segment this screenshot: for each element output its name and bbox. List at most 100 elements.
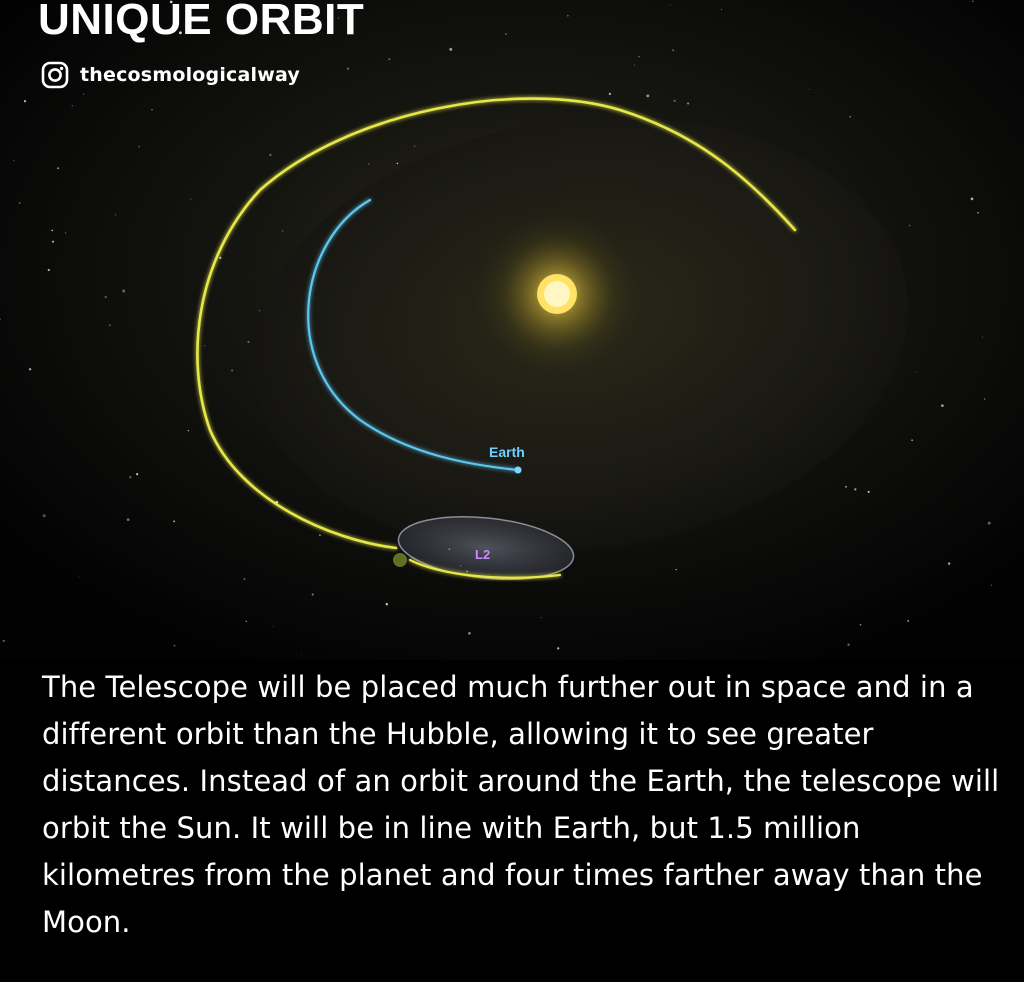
star [135,7,139,10]
page-title: UNIQUE ORBIT [38,0,365,44]
star [859,623,862,626]
star [907,620,910,622]
star [272,626,274,627]
star [646,94,650,98]
star [128,475,132,479]
star [83,93,85,95]
star [673,99,676,103]
star [122,289,126,293]
l2-halo-orbit [397,516,575,580]
star [983,398,986,400]
star [169,0,173,4]
orbit-diagram: Earth L2 [0,0,1024,660]
star [638,55,640,58]
star [854,488,857,491]
star [849,116,851,118]
star [396,162,399,165]
star [311,593,314,596]
star [808,88,811,91]
star [13,160,15,162]
star [259,310,261,312]
star [245,620,247,623]
star [187,430,189,432]
star [468,632,471,635]
star [108,324,111,327]
star [867,490,870,493]
l2-label: L2 [475,547,490,562]
star [136,473,139,476]
star [57,167,60,170]
earth-label: Earth [489,444,525,460]
star [669,4,671,6]
star [634,64,635,66]
star [190,198,192,200]
star [18,201,21,204]
account-handle[interactable]: thecosmologicalway [40,60,300,90]
star [219,256,222,259]
star [557,647,560,650]
star [505,33,507,35]
star [47,268,50,272]
star [178,31,182,35]
star [947,562,951,565]
telescope-marker [393,553,407,567]
star [114,214,116,216]
star [413,145,416,148]
star [0,318,1,320]
star [847,643,850,647]
instagram-icon [41,61,69,89]
star [64,232,67,234]
star [608,92,612,96]
star [71,105,73,107]
star [173,644,176,647]
star [338,17,339,19]
star [28,368,32,371]
star [388,58,391,61]
star [301,653,302,655]
star [972,0,974,2]
star [126,518,130,521]
star [2,639,5,642]
star [172,24,174,25]
star [567,15,569,17]
star [385,602,389,606]
star [908,224,911,227]
star [941,404,944,407]
star [982,336,983,338]
star [915,371,917,373]
star [51,229,53,232]
star [243,578,246,581]
star [231,369,234,372]
star [204,344,206,347]
star [987,521,991,525]
sun-core [544,281,570,307]
star [844,485,847,488]
star [675,568,677,571]
star [977,211,979,214]
star [173,520,176,523]
caption-text: The Telescope will be placed much furthe… [42,670,1000,939]
telescope-orbit-path [196,97,797,550]
star [138,145,141,148]
star [151,109,153,111]
star [42,514,46,518]
star [269,153,272,157]
star [449,47,453,51]
star [281,230,284,232]
earth-orbit-path [307,198,520,472]
star [23,100,27,103]
star [78,576,80,578]
star [346,67,350,70]
star [104,295,107,299]
earth-marker [514,466,522,474]
star [672,49,675,52]
star [318,534,321,537]
handle-text: thecosmologicalway [80,64,301,86]
star [368,163,370,165]
star [687,102,690,105]
star [52,240,54,243]
star [720,9,722,11]
l2-orbit-arc [408,558,562,579]
star [970,197,974,201]
star [540,617,542,619]
